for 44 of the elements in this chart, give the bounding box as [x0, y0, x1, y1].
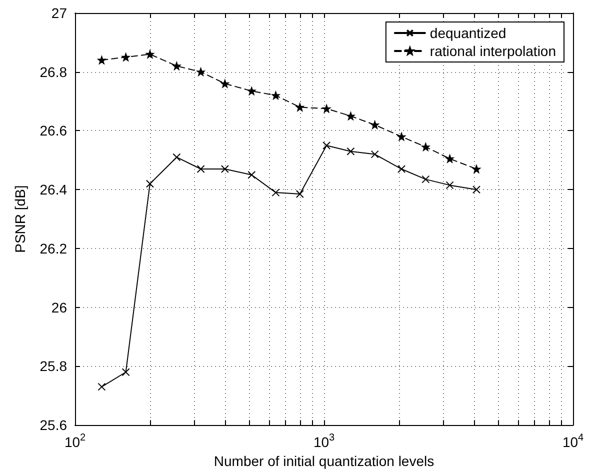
point: [446, 154, 454, 163]
point: [146, 50, 154, 58]
legend-label: rational interpolation: [430, 43, 556, 59]
y-tick-label: 26.4: [40, 182, 68, 198]
point: [446, 181, 454, 190]
point: [172, 153, 181, 162]
y-tick-label: 25.8: [40, 358, 68, 374]
point: [346, 147, 355, 156]
point: [296, 103, 304, 112]
point: [322, 104, 331, 113]
point: [370, 150, 379, 158]
point: [220, 165, 229, 174]
legend-label: dequantized: [430, 25, 506, 41]
point: [472, 186, 480, 194]
point: [296, 190, 304, 198]
point: [122, 53, 130, 62]
point: [248, 87, 256, 96]
point: [272, 188, 280, 197]
point: [422, 142, 430, 151]
y-tick-label: 26.8: [40, 64, 68, 80]
point: [122, 368, 130, 376]
y-tick-label: 26.2: [40, 240, 68, 256]
y-tick-label: 27: [51, 5, 68, 21]
x-axis-title: Number of initial quantization levels: [214, 453, 434, 469]
point: [196, 68, 205, 76]
y-tick-label: 25.6: [40, 417, 68, 434]
y-axis-title: PSNR [dB]: [12, 185, 28, 253]
point: [220, 80, 229, 88]
point: [472, 165, 480, 174]
y-tick-label: 26.6: [40, 122, 68, 139]
point: [398, 165, 406, 174]
point: [346, 112, 355, 120]
point: [322, 141, 331, 150]
y-tick-label: 26: [51, 299, 68, 316]
point: [272, 91, 280, 100]
point: [146, 180, 154, 188]
point: [172, 62, 181, 70]
point: [370, 120, 379, 129]
point: [422, 175, 430, 184]
point: [248, 170, 256, 179]
point: [98, 56, 106, 64]
point: [196, 165, 205, 174]
point: [98, 382, 106, 391]
point: [398, 132, 406, 141]
